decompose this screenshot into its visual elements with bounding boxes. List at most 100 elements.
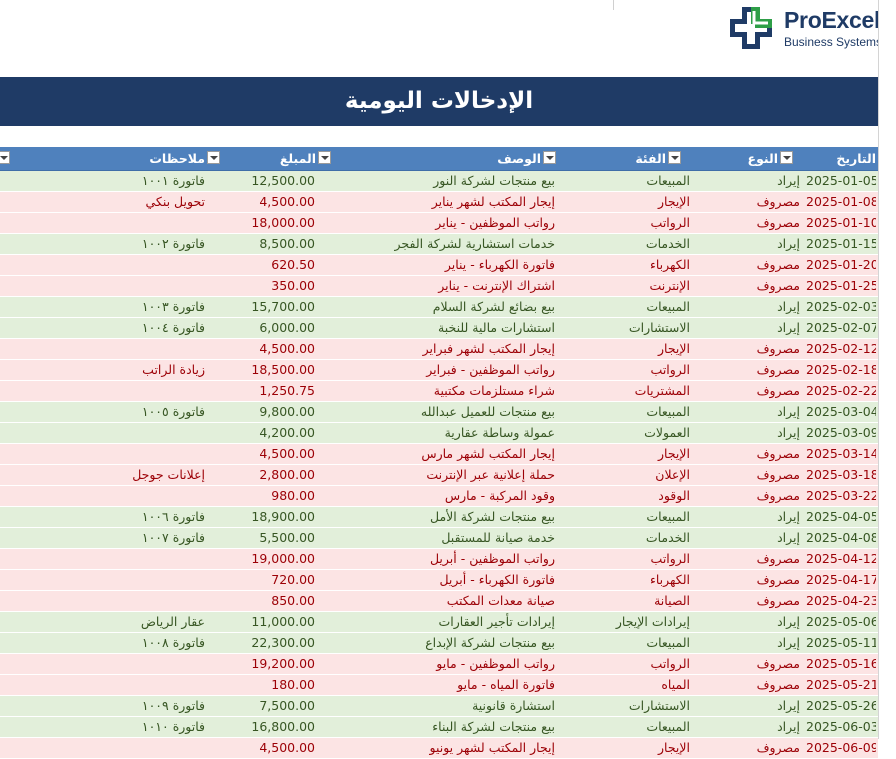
cell-date[interactable]: 2025-04-08 (806, 530, 876, 545)
cell-date[interactable]: 2025-04-05 (806, 509, 876, 524)
cell-notes[interactable]: فاتورة ١٠١٠ (141, 719, 205, 734)
cell-date[interactable]: 2025-01-15 (806, 236, 876, 251)
cell-category[interactable]: الوقود (658, 488, 690, 503)
cell-description[interactable]: خدمات استشارية لشركة الفجر (394, 236, 555, 251)
table-row[interactable]: 2025-02-18 مصروف الرواتب رواتب الموظفين - ف… (0, 360, 878, 381)
cell-category[interactable]: الإيجار (658, 446, 690, 461)
table-row[interactable]: 2025-05-26 إيراد الاستشارات استشارة قانونية… (0, 696, 878, 717)
table-row[interactable]: 2025-01-20 مصروف الكهرباء فاتورة الكهرباء -… (0, 255, 878, 276)
table-row[interactable]: 2025-01-08 مصروف الإيجار إيجار المكتب لشهر … (0, 192, 878, 213)
cell-type[interactable]: مصروف (756, 215, 800, 230)
cell-description[interactable]: إيجار المكتب لشهر مارس (421, 446, 555, 461)
cell-amount[interactable]: 11,000.00 (251, 614, 315, 629)
cell-date[interactable]: 2025-03-22 (806, 488, 876, 503)
table-row[interactable]: 2025-04-08 إيراد الخدمات خدمة صيانة للمستقب… (0, 528, 878, 549)
cell-type[interactable]: مصروف (756, 677, 800, 692)
cell-type[interactable]: إيراد (777, 236, 800, 251)
cell-category[interactable]: إيرادات الإيجار (615, 614, 690, 629)
cell-description[interactable]: رواتب الموظفين - فبراير (426, 362, 555, 377)
cell-notes[interactable]: فاتورة ١٠٠٩ (141, 698, 205, 713)
table-row[interactable]: 2025-03-18 مصروف الإعلان حملة إعلانية عبر ا… (0, 465, 878, 486)
cell-description[interactable]: فاتورة المياه - مايو (457, 677, 555, 692)
cell-notes[interactable]: إعلانات جوجل (132, 467, 205, 482)
cell-date[interactable]: 2025-06-03 (806, 719, 876, 734)
cell-type[interactable]: إيراد (777, 320, 800, 335)
cell-date[interactable]: 2025-02-12 (806, 341, 876, 356)
cell-category[interactable]: المياه (661, 677, 690, 692)
cell-description[interactable]: بيع منتجات لشركة الإبداع (425, 635, 555, 650)
cell-category[interactable]: المبيعات (646, 635, 690, 650)
cell-type[interactable]: مصروف (756, 572, 800, 587)
cell-type[interactable]: مصروف (756, 362, 800, 377)
cell-date[interactable]: 2025-04-12 (806, 551, 876, 566)
cell-date[interactable]: 2025-01-10 (806, 215, 876, 230)
cell-description[interactable]: رواتب الموظفين - مايو (436, 656, 555, 671)
cell-category[interactable]: الكهرباء (649, 257, 690, 272)
cell-category[interactable]: الإيجار (658, 740, 690, 755)
cell-type[interactable]: مصروف (756, 278, 800, 293)
cell-description[interactable]: استشارة قانونية (472, 698, 555, 713)
table-row[interactable]: 2025-02-07 إيراد الاستشارات استشارات مالية … (0, 318, 878, 339)
cell-description[interactable]: وقود المركبة - مارس (444, 488, 555, 503)
table-row[interactable]: 2025-05-16 مصروف الرواتب رواتب الموظفين - م… (0, 654, 878, 675)
cell-category[interactable]: المبيعات (646, 509, 690, 524)
cell-date[interactable]: 2025-05-06 (806, 614, 876, 629)
cell-amount[interactable]: 18,000.00 (251, 215, 315, 230)
cell-date[interactable]: 2025-01-20 (806, 257, 876, 272)
cell-description[interactable]: شراء مستلزمات مكتبية (433, 383, 555, 398)
cell-amount[interactable]: 350.00 (271, 278, 315, 293)
cell-type[interactable]: مصروف (756, 383, 800, 398)
cell-notes[interactable] (80, 276, 205, 296)
cell-amount[interactable]: 1,250.75 (259, 383, 315, 398)
cell-date[interactable]: 2025-01-05 (806, 173, 876, 188)
cell-category[interactable]: الإيجار (658, 194, 690, 209)
cell-category[interactable]: المبيعات (646, 299, 690, 314)
cell-type[interactable]: إيراد (777, 719, 800, 734)
table-row[interactable]: 2025-04-12 مصروف الرواتب رواتب الموظفين - أ… (0, 549, 878, 570)
cell-description[interactable]: حملة إعلانية عبر الإنترنت (426, 467, 555, 482)
cell-type[interactable]: مصروف (756, 656, 800, 671)
cell-type[interactable]: مصروف (756, 257, 800, 272)
cell-description[interactable]: بيع منتجات لشركة البناء (432, 719, 555, 734)
table-row[interactable]: 2025-06-09 مصروف الإيجار إيجار المكتب لشهر … (0, 738, 878, 759)
cell-amount[interactable]: 6,000.00 (259, 320, 315, 335)
table-row[interactable]: 2025-03-09 إيراد العمولات عمولة وساطة عقاري… (0, 423, 878, 444)
cell-notes[interactable]: فاتورة ١٠٠٥ (141, 404, 205, 419)
cell-description[interactable]: بيع منتجات لشركة الأمل (430, 509, 555, 524)
cell-category[interactable]: الاستشارات (628, 320, 690, 335)
filter-dropdown-amount-icon[interactable] (207, 151, 220, 164)
cell-type[interactable]: إيراد (777, 173, 800, 188)
cell-notes[interactable]: فاتورة ١٠٠٤ (141, 320, 205, 335)
cell-date[interactable]: 2025-05-26 (806, 698, 876, 713)
cell-amount[interactable]: 4,500.00 (259, 446, 315, 461)
cell-amount[interactable]: 12,500.00 (251, 173, 315, 188)
cell-amount[interactable]: 22,300.00 (251, 635, 315, 650)
cell-description[interactable]: اشتراك الإنترنت - يناير (438, 278, 555, 293)
cell-description[interactable]: استشارات مالية للنخبة (438, 320, 555, 335)
cell-date[interactable]: 2025-02-18 (806, 362, 876, 377)
table-row[interactable]: 2025-02-12 مصروف الإيجار إيجار المكتب لشهر … (0, 339, 878, 360)
table-row[interactable]: 2025-01-05 إيراد المبيعات بيع منتجات لشركة … (0, 171, 878, 192)
cell-type[interactable]: إيراد (777, 698, 800, 713)
cell-date[interactable]: 2025-02-22 (806, 383, 876, 398)
table-row[interactable]: 2025-05-06 إيراد إيرادات الإيجار إيرادات تأ… (0, 612, 878, 633)
cell-amount[interactable]: 9,800.00 (259, 404, 315, 419)
cell-notes[interactable]: فاتورة ١٠٠٣ (141, 299, 205, 314)
cell-description[interactable]: رواتب الموظفين - يناير (435, 215, 555, 230)
cell-date[interactable]: 2025-03-18 (806, 467, 876, 482)
cell-type[interactable]: إيراد (777, 404, 800, 419)
cell-date[interactable]: 2025-04-17 (806, 572, 876, 587)
cell-amount[interactable]: 850.00 (271, 593, 315, 608)
cell-category[interactable]: الرواتب (650, 551, 690, 566)
cell-description[interactable]: إيجار المكتب لشهر فبراير (422, 341, 555, 356)
table-row[interactable]: 2025-06-03 إيراد المبيعات بيع منتجات لشركة … (0, 717, 878, 738)
cell-notes[interactable]: فاتورة ١٠٠٢ (141, 236, 205, 251)
table-row[interactable]: 2025-05-21 مصروف المياه فاتورة المياه - ماي… (0, 675, 878, 696)
cell-notes[interactable] (80, 591, 205, 611)
cell-type[interactable]: إيراد (777, 425, 800, 440)
cell-notes[interactable] (80, 738, 205, 758)
cell-description[interactable]: عمولة وساطة عقارية (444, 425, 555, 440)
cell-amount[interactable]: 5,500.00 (259, 530, 315, 545)
table-row[interactable]: 2025-01-15 إيراد الخدمات خدمات استشارية لشر… (0, 234, 878, 255)
cell-type[interactable]: إيراد (777, 299, 800, 314)
